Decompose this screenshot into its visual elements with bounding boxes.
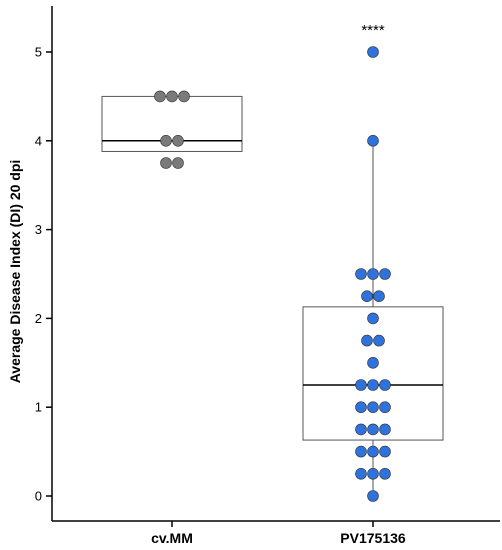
- labels: Average Disease Index (DI) 20 dpi cv.MM PV…: [7, 22, 406, 546]
- data-point-1-10: [361, 290, 373, 303]
- boxes: [101, 95, 444, 496]
- data-point-1-12: [361, 334, 373, 347]
- data-point-1-1: [355, 401, 367, 414]
- data-point-0-5: [160, 157, 172, 169]
- data-point-1-0: [367, 490, 379, 502]
- data-point-0-4: [178, 90, 190, 103]
- data-point-1-9: [379, 268, 391, 280]
- y-tick-label-1: 1: [35, 400, 42, 415]
- data-point-1-3: [379, 401, 391, 414]
- data-point-1-14: [367, 356, 379, 369]
- box-0: [101, 95, 243, 152]
- data-point-1-18: [355, 423, 367, 436]
- data-point-1-5: [367, 135, 379, 147]
- data-point-1-24: [355, 467, 367, 480]
- box-rect-1: [302, 306, 444, 441]
- data-point-1-15: [355, 379, 367, 391]
- data-point-1-20: [379, 423, 391, 436]
- data-point-1-4: [367, 312, 379, 325]
- y-tick-label-4: 4: [35, 133, 42, 148]
- data-point-1-16: [367, 379, 379, 391]
- x-tick-label-0: cv.MM: [151, 530, 193, 546]
- y-tick-label-5: 5: [35, 45, 42, 60]
- y-tick-label-0: 0: [35, 489, 42, 504]
- data-point-1-22: [367, 445, 379, 458]
- axes: 0 1 2 3 4 5: [35, 6, 500, 527]
- data-point-1-6: [367, 46, 379, 58]
- data-point-1-26: [379, 467, 391, 480]
- y-axis-title: Average Disease Index (DI) 20 dpi: [7, 160, 23, 384]
- data-point-1-2: [367, 401, 379, 414]
- data-point-1-19: [367, 423, 379, 436]
- y-tick-label-3: 3: [35, 222, 42, 237]
- data-point-1-7: [355, 268, 367, 280]
- data-points: [154, 46, 391, 502]
- data-point-1-25: [367, 467, 379, 480]
- data-point-1-23: [379, 445, 391, 458]
- data-point-1-17: [379, 379, 391, 391]
- data-point-0-2: [154, 90, 166, 103]
- data-point-0-3: [166, 90, 178, 103]
- significance-annotation-0: ****: [361, 22, 385, 39]
- data-point-1-11: [373, 290, 385, 303]
- data-point-0-6: [172, 157, 184, 169]
- data-point-0-1: [172, 135, 184, 147]
- y-tick-label-2: 2: [35, 311, 42, 326]
- box-rect-0: [101, 95, 243, 152]
- data-point-0-0: [160, 135, 172, 147]
- data-point-1-8: [367, 268, 379, 280]
- x-tick-label-1: PV175136: [340, 530, 406, 546]
- data-point-1-13: [373, 334, 385, 347]
- data-point-1-21: [355, 445, 367, 458]
